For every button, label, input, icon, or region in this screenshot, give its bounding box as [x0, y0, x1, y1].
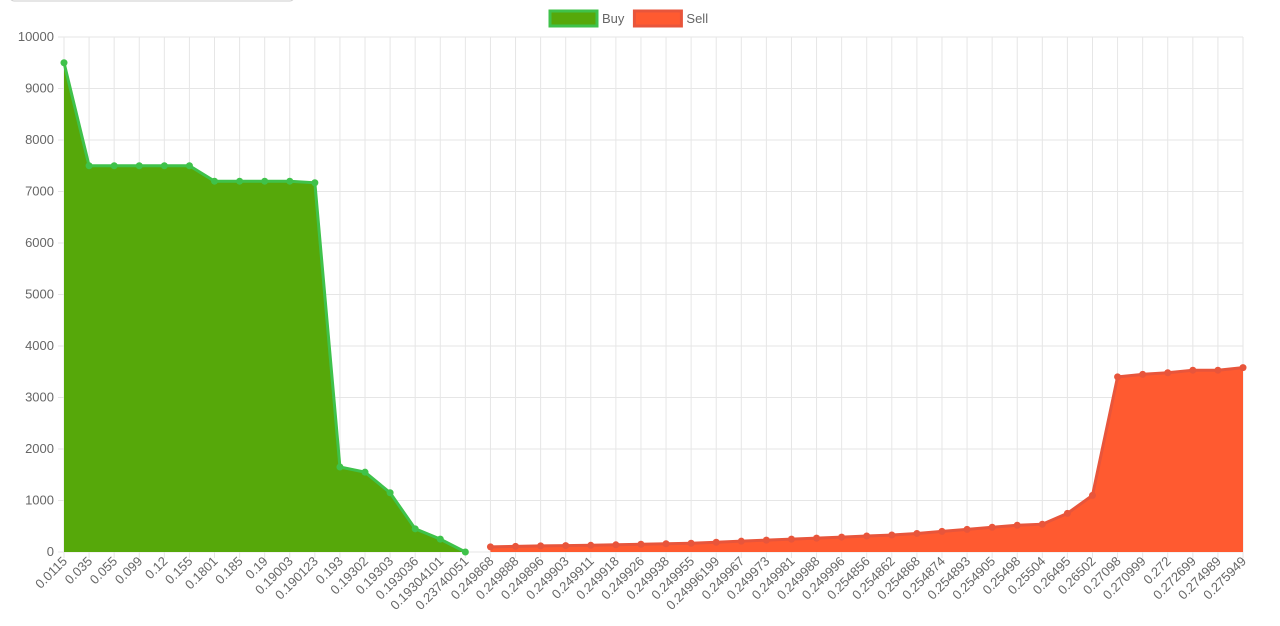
point	[838, 533, 846, 541]
y-tick-label: 10000	[18, 29, 54, 44]
point	[537, 542, 545, 550]
point	[336, 463, 344, 471]
legend-label: Buy	[602, 11, 625, 26]
point	[85, 162, 93, 170]
y-tick-label: 0	[47, 544, 54, 559]
point	[1013, 521, 1021, 529]
point	[461, 548, 469, 556]
y-tick-label: 5000	[25, 287, 54, 302]
point	[386, 489, 394, 497]
point	[587, 541, 595, 549]
point	[562, 542, 570, 550]
area	[490, 367, 1244, 552]
area	[64, 62, 466, 552]
input-box[interactable]	[10, 0, 294, 2]
y-tick-label: 1000	[25, 493, 54, 508]
point	[888, 531, 896, 539]
point	[913, 529, 921, 537]
y-tick-label: 3000	[25, 390, 54, 405]
point	[1063, 509, 1071, 517]
y-tick-label: 4000	[25, 338, 54, 353]
point	[1164, 369, 1172, 377]
point	[411, 525, 419, 533]
y-tick-label: 9000	[25, 81, 54, 96]
legend-swatch	[548, 9, 599, 28]
point	[712, 538, 720, 546]
legend-swatch	[632, 9, 683, 28]
legend-label: Sell	[686, 11, 708, 26]
point	[1214, 366, 1222, 374]
point	[236, 177, 244, 185]
point	[361, 468, 369, 476]
point	[787, 535, 795, 543]
point	[135, 162, 143, 170]
point	[1088, 491, 1096, 499]
point	[737, 537, 745, 545]
point	[1139, 370, 1147, 378]
point	[486, 543, 494, 551]
x-tick-label: 0.099	[112, 554, 146, 588]
point	[813, 534, 821, 542]
y-tick-label: 8000	[25, 132, 54, 147]
point	[286, 177, 294, 185]
point	[261, 177, 269, 185]
point	[185, 162, 193, 170]
point	[963, 525, 971, 533]
x-tick-label: 0.055	[87, 554, 121, 588]
x-tick-label: 0.185	[212, 554, 246, 588]
x-tick-label: 0.035	[62, 554, 96, 588]
point	[1114, 373, 1122, 381]
point	[863, 532, 871, 540]
y-tick-label: 2000	[25, 441, 54, 456]
point	[110, 162, 118, 170]
point	[662, 540, 670, 548]
point	[211, 177, 219, 185]
y-tick-label: 7000	[25, 184, 54, 199]
point	[637, 540, 645, 548]
point	[512, 542, 520, 550]
point	[988, 523, 996, 531]
point	[938, 527, 946, 535]
point	[612, 541, 620, 549]
y-tick-label: 6000	[25, 235, 54, 250]
point	[436, 535, 444, 543]
point	[160, 162, 168, 170]
point	[311, 179, 319, 187]
point	[60, 59, 68, 67]
point	[1038, 520, 1046, 528]
point	[687, 539, 695, 547]
point	[1239, 364, 1247, 372]
point	[762, 536, 770, 544]
point	[1189, 366, 1197, 374]
